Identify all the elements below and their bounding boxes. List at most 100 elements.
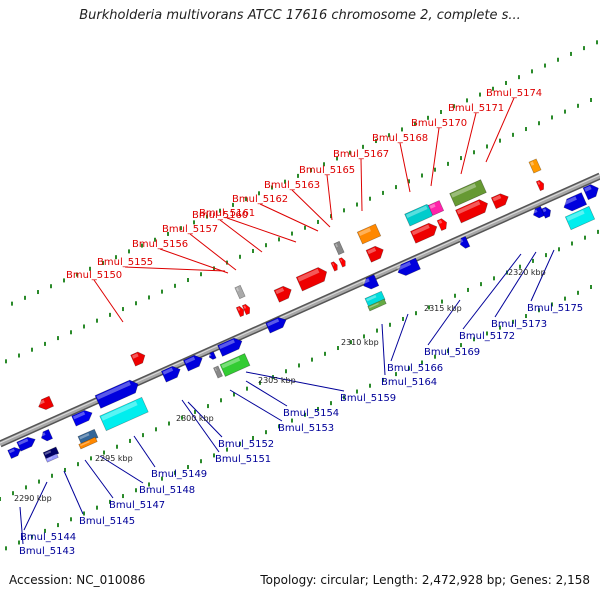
leader-line [99,455,144,484]
gene-label-bottom: Bmul_5154 [283,408,339,419]
gene-shape [540,206,551,219]
gene-highlight [566,210,585,221]
leader-line [189,233,237,271]
gene-highlight [340,259,343,262]
tick-dot [408,179,410,184]
gene-label-bottom: Bmul_5169 [424,347,480,358]
gene-highlight [237,307,241,311]
tick-dot [174,283,176,288]
gene-label-top: Bmul_5171 [448,103,504,114]
tick-dot [460,343,462,348]
tick-dot [460,156,462,161]
tick-dot [90,456,92,461]
tick-dot [551,115,553,120]
gene-shape [71,410,93,427]
tick-dot [395,185,397,190]
gene-highlight [405,205,428,219]
tick-dot [330,401,332,406]
gene-label-top: Bmul_5162 [232,194,288,205]
leader-line [494,251,537,318]
tick-dot [291,418,293,423]
gene-feature [42,446,60,460]
gene-shape [130,351,146,367]
tick-dot [11,301,13,306]
tick-dot [317,219,319,224]
tick-dot [434,354,436,359]
tick-dot [382,190,384,195]
gene-feature [396,257,421,276]
tick-dot [64,467,66,472]
gene-feature [455,199,488,224]
gene-shape [333,240,345,256]
gene-highlight [369,302,379,309]
gene-shape [38,395,55,410]
tick-dot [369,196,371,201]
leader-line [360,158,363,212]
gene-highlight [37,399,45,406]
gene-highlight [367,247,377,255]
leader-line [381,323,386,376]
tick-dot [401,127,403,132]
gene-highlight [456,200,481,215]
tick-dot [142,433,144,438]
gene-shape [363,274,380,290]
tick-dot [148,295,150,300]
leader-line [133,435,156,468]
gene-shape [410,222,438,244]
gene-feature [367,298,387,312]
gene-shape [535,179,545,192]
gene-label-bottom: Bmul_5147 [109,500,165,511]
gene-feature [219,353,251,377]
gene-feature [235,305,245,318]
tick-dot [304,225,306,230]
tick-dot [259,380,261,385]
kbp-label: 2320 kbp [508,268,546,277]
gene-shape [208,351,217,360]
tick-dot [453,104,455,109]
tick-dot [304,412,306,417]
tick-dot [129,438,131,443]
leader-line [84,459,114,499]
gene-shape [7,447,21,459]
tick-dot [480,282,482,287]
gene-highlight [184,356,196,364]
gene-feature [160,365,181,383]
tick-dot [408,366,410,371]
tick-dot [232,202,234,207]
tick-dot [584,235,586,240]
tick-dot [5,546,7,551]
tick-dot [174,470,176,475]
tick-dot [590,98,592,103]
tick-dot [577,103,579,108]
gene-label-bottom: Bmul_5145 [79,516,135,527]
tick-dot [187,465,189,470]
gene-feature [338,257,346,268]
leader-line [19,506,24,545]
gene-feature [490,193,509,210]
kbp-labels: 2290 kbp 2295 kbp 2300 kbp 2305 kbp 2310 kbp… [14,268,546,503]
gene-shape [219,353,251,377]
gene-highlight [18,438,29,446]
gene-highlight [44,450,52,455]
tick-dot [37,290,39,295]
gene-feature [99,396,149,432]
gene-shape [528,158,542,174]
tick-dot [564,109,566,114]
leader-line [93,279,124,323]
tick-dot [395,372,397,377]
tick-dot [265,243,267,248]
tick-dot [324,351,326,356]
gene-label-top: Bmul_5165 [299,165,355,176]
gene-shape [449,179,487,207]
tick-dot [350,340,352,345]
gene-highlight [214,368,217,372]
gene-highlight [131,353,139,359]
tick-dot [298,363,300,368]
tick-dot [161,289,163,294]
tick-dot [473,337,475,342]
tick-dot [109,312,111,317]
gene-highlight [537,181,541,185]
gene-highlight [366,294,377,302]
tick-dot [141,243,143,248]
kbp-label: 2290 kbp [14,494,52,503]
